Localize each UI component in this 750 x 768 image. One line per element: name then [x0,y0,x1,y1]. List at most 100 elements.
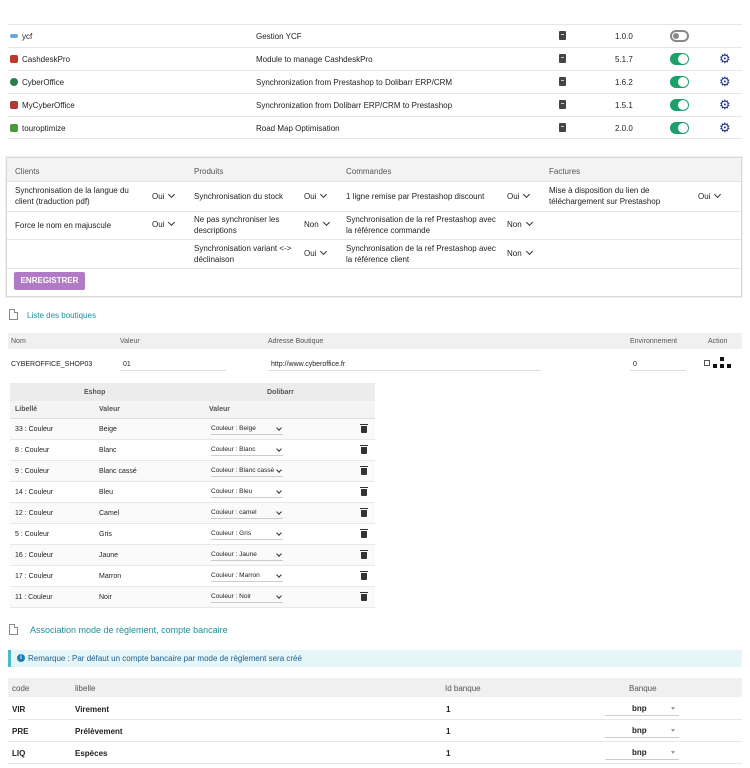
dolibarr-select[interactable]: Couleur : Beige [211,423,283,435]
module-toggle[interactable] [670,122,689,134]
book-icon[interactable] [559,54,566,63]
settings-panel: Clients Produits Commandes Factures Sync… [6,157,742,297]
col-nom: Nom [11,338,26,345]
row-valeur: Beige [99,426,117,433]
banque-select[interactable]: bnp [605,746,679,760]
col-valeur: Valeur [120,338,140,345]
gear-icon[interactable]: ⚙ [719,120,731,135]
module-name: CashdeskPro [22,55,71,64]
trash-icon[interactable] [360,445,368,454]
setting-label: Mise à disposition du lien de télécharge… [549,186,661,206]
row-libelle: 33 : Couleur [15,426,54,433]
banque-select[interactable]: bnp [605,702,679,716]
setting-label: Synchronisation variant <-> déclinaison [194,244,292,264]
row-libelle: 11 : Couleur [15,594,53,601]
trash-icon[interactable] [360,529,368,538]
setting-select[interactable]: Oui [152,218,176,231]
table-row: 5 : Couleur Gris Couleur : Gris [10,524,375,545]
book-icon[interactable] [559,31,566,40]
module-icon [10,55,18,63]
settings-header: Clients Produits Commandes Factures [7,158,741,182]
book-icon[interactable] [559,77,566,86]
boutique-adresse-input[interactable]: http://www.cyberoffice.fr [271,361,346,368]
dolibarr-select[interactable]: Couleur : Marron [211,570,283,582]
row-id: 1 [446,705,451,714]
module-toggle[interactable] [670,30,689,42]
group-dolibarr: Dolibarr [267,389,294,396]
module-version: 1.0.0 [615,32,633,41]
module-description: Synchronization from Prestashop to Dolib… [256,78,453,87]
col-id-banque: Id banque [445,684,481,693]
save-button[interactable]: ENREGISTRER [14,272,85,290]
setting-select[interactable]: Non [507,218,533,231]
row-libelle: 17 : Couleur [15,573,54,580]
setting-select[interactable]: Oui [698,190,722,203]
setting-select[interactable]: Non [304,218,330,231]
info-note: i Remarque : Par défaut un compte bancai… [8,650,742,667]
module-name: ycf [22,32,33,41]
module-icon [10,101,18,109]
gear-icon[interactable]: ⚙ [719,97,731,112]
dolibarr-select[interactable]: Couleur : Bleu [211,486,283,498]
row-libelle: 5 : Couleur [15,531,50,538]
setting-label: Synchronisation de la langue du client (… [15,186,129,206]
payment-title: Association mode de règlement, compte ba… [30,625,228,635]
dolibarr-select[interactable]: Couleur : Noir [211,591,283,603]
trash-icon[interactable] [360,424,368,433]
divider [7,239,741,240]
setting-label: Synchronisation de la ref Prestashop ave… [346,244,496,264]
setting-select[interactable]: Non [507,247,533,260]
setting-label: Synchronisation du stock [194,192,283,201]
boutique-checkbox[interactable] [704,360,710,366]
boutique-valeur-input[interactable]: 01 [123,361,131,368]
trash-icon[interactable] [360,487,368,496]
row-valeur: Bleu [99,489,114,496]
row-valeur: Blanc [99,447,117,454]
header-produits: Produits [194,167,224,176]
table-row: 16 : Couleur Jaune Couleur : Jaune [10,545,375,566]
dolibarr-select[interactable]: Couleur : Gris [211,528,283,540]
trash-icon[interactable] [360,466,368,475]
row-id: 1 [446,727,451,736]
setting-select[interactable]: Oui [304,190,328,203]
boutique-env-input[interactable]: 0 [633,361,637,368]
table-row: 33 : Couleur Beige Couleur : Beige [10,419,375,440]
module-row: CyberOffice Synchronization from Prestas… [8,70,742,93]
note-text: Remarque : Par défaut un compte bancaire… [28,654,302,663]
trash-icon[interactable] [360,550,368,559]
table-row: 11 : Couleur Noir Couleur : Noir [10,587,375,608]
row-libelle: 8 : Couleur [15,447,50,454]
banque-select[interactable]: bnp [605,724,679,738]
gear-icon[interactable]: ⚙ [719,51,731,66]
setting-select[interactable]: Oui [507,190,531,203]
trash-icon[interactable] [360,508,368,517]
modules-list: ycf Gestion YCF 1.0.0 CashdeskPro Module… [8,24,742,139]
dolibarr-select[interactable]: Couleur : camel [211,507,283,519]
module-toggle[interactable] [670,76,689,88]
dolibarr-select[interactable]: Couleur : Blanc [211,444,283,456]
module-toggle[interactable] [670,53,689,65]
trash-icon[interactable] [360,592,368,601]
module-name: MyCyberOffice [22,101,75,110]
setting-select[interactable]: Oui [304,247,328,260]
book-icon[interactable] [559,123,566,132]
module-description: Synchronization from Dolibarr ERP/CRM to… [256,101,453,110]
setting-label: Synchronisation de la ref Prestashop ave… [346,215,496,235]
payment-row: LIQ Espèces 1 bnp [8,742,742,764]
dolibarr-select[interactable]: Couleur : Blanc cassé [211,465,283,477]
col-adresse: Adresse Boutique [268,338,324,345]
book-icon[interactable] [559,100,566,109]
row-valeur: Gris [99,531,112,538]
module-toggle[interactable] [670,99,689,111]
col-environnement: Environnement [630,338,678,345]
row-libelle: 14 : Couleur [15,489,54,496]
gear-icon[interactable]: ⚙ [719,74,731,89]
trash-icon[interactable] [360,571,368,580]
module-icon [10,124,18,132]
setting-select[interactable]: Oui [152,190,176,203]
row-valeur: Camel [99,510,120,517]
input-underline [268,370,541,371]
sitemap-icon[interactable] [713,357,732,369]
col-banque: Banque [629,684,657,693]
dolibarr-select[interactable]: Couleur : Jaune [211,549,283,561]
